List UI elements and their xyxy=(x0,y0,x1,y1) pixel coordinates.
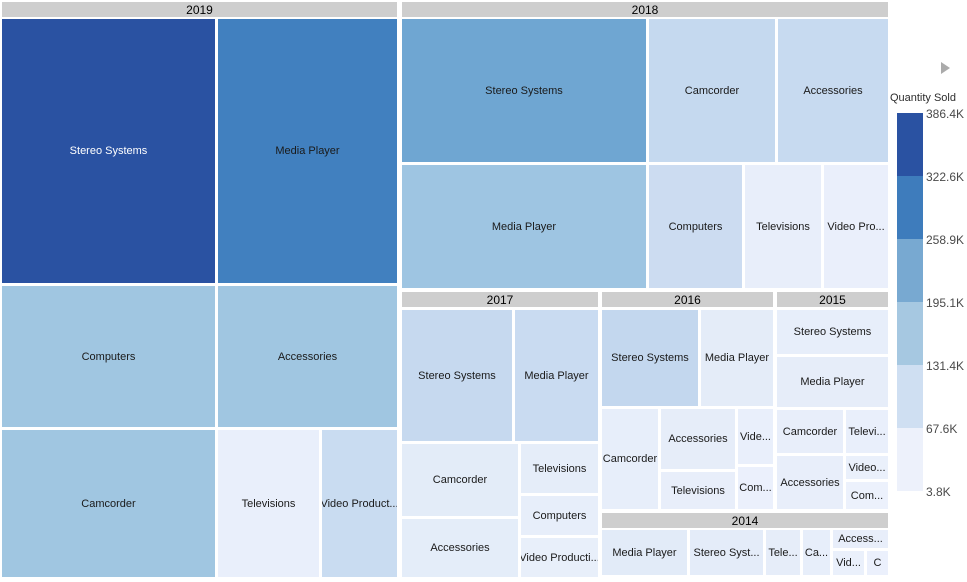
treemap-tile-2016-accessories[interactable]: Accessories xyxy=(661,409,735,469)
treemap-tile-2016-camcorder[interactable]: Camcorder xyxy=(602,409,658,509)
treemap-tile-2018-stereo-systems[interactable]: Stereo Systems xyxy=(402,19,646,162)
legend-band-0 xyxy=(897,113,923,176)
treemap-tile-2019-televisions[interactable]: Televisions xyxy=(218,430,319,577)
legend-tick-67-6k: 67.6K xyxy=(926,422,958,436)
legend-tick-258-9k: 258.9K xyxy=(926,233,965,247)
treemap-tile-2019-media-player[interactable]: Media Player xyxy=(218,19,397,283)
group-header-2014[interactable]: 2014 xyxy=(602,513,888,528)
legend-tick-3-8k: 3.8K xyxy=(926,485,951,499)
group-header-2018[interactable]: 2018 xyxy=(402,2,888,17)
treemap-tile-2018-televisions[interactable]: Televisions xyxy=(745,165,821,288)
treemap-tile-2016-vide[interactable]: Vide... xyxy=(738,409,773,464)
treemap-chart: 2019 Stereo Systems Media Player Computers A… xyxy=(2,2,888,577)
treemap-tile-2014-ca[interactable]: Ca... xyxy=(803,530,830,575)
group-header-2016[interactable]: 2016 xyxy=(602,292,773,307)
legend-band-4 xyxy=(897,365,923,428)
treemap-tile-2014-vid[interactable]: Vid... xyxy=(833,551,864,575)
treemap-tile-2014-tele[interactable]: Tele... xyxy=(766,530,800,575)
treemap-tile-2015-media-player[interactable]: Media Player xyxy=(777,357,888,407)
treemap-tile-2015-com[interactable]: Com... xyxy=(846,482,888,509)
legend-band-3 xyxy=(897,302,923,365)
treemap-tile-2015-camcorder[interactable]: Camcorder xyxy=(777,410,843,453)
legend-color-bar xyxy=(897,113,923,491)
treemap-tile-2017-camcorder[interactable]: Camcorder xyxy=(402,444,518,516)
legend-expander-arrow-icon[interactable] xyxy=(941,62,950,74)
treemap-tile-2017-computers[interactable]: Computers xyxy=(521,496,598,535)
treemap-tile-2014-c[interactable]: C xyxy=(867,551,888,575)
treemap-tile-2018-media-player[interactable]: Media Player xyxy=(402,165,646,288)
treemap-tile-2018-accessories[interactable]: Accessories xyxy=(778,19,888,162)
treemap-tile-2014-media-player[interactable]: Media Player xyxy=(602,530,687,575)
treemap-tile-2014-stereo-syst[interactable]: Stereo Syst... xyxy=(690,530,763,575)
treemap-tile-2016-stereo-systems[interactable]: Stereo Systems xyxy=(602,310,698,406)
legend-tick-195-1k: 195.1K xyxy=(926,296,965,310)
group-header-2019[interactable]: 2019 xyxy=(2,2,397,17)
legend-band-1 xyxy=(897,176,923,239)
group-header-2015[interactable]: 2015 xyxy=(777,292,888,307)
treemap-tile-2015-televi[interactable]: Televi... xyxy=(846,410,888,453)
legend-band-2 xyxy=(897,239,923,302)
treemap-tile-2016-media-player[interactable]: Media Player xyxy=(701,310,773,406)
treemap-tile-2017-video-producti[interactable]: Video Producti... xyxy=(521,538,598,577)
treemap-tile-2019-accessories[interactable]: Accessories xyxy=(218,286,397,427)
treemap-tile-2017-media-player[interactable]: Media Player xyxy=(515,310,598,441)
treemap-tile-2016-televisions[interactable]: Televisions xyxy=(661,472,735,509)
treemap-tile-2015-stereo-systems[interactable]: Stereo Systems xyxy=(777,310,888,354)
legend-tick-322-6k: 322.6K xyxy=(926,170,965,184)
treemap-tile-2019-camcorder[interactable]: Camcorder xyxy=(2,430,215,577)
treemap-tile-2015-video[interactable]: Video... xyxy=(846,456,888,479)
treemap-tile-2018-video-pro[interactable]: Video Pro... xyxy=(824,165,888,288)
treemap-tile-2019-stereo-systems[interactable]: Stereo Systems xyxy=(2,19,215,283)
treemap-tile-2019-computers[interactable]: Computers xyxy=(2,286,215,427)
legend-tick-386-4k: 386.4K xyxy=(926,107,965,121)
legend-tick-131-4k: 131.4K xyxy=(926,359,965,373)
treemap-tile-2019-video-product[interactable]: Video Product... xyxy=(322,430,397,577)
treemap-tile-2017-televisions[interactable]: Televisions xyxy=(521,444,598,493)
treemap-tile-2017-accessories[interactable]: Accessories xyxy=(402,519,518,577)
legend-title: Quantity Sold xyxy=(889,92,956,104)
treemap-tile-2016-com[interactable]: Com... xyxy=(738,467,773,509)
quantity-sold-legend: Quantity Sold 386.4K 322.6K 258.9K 195.1K 13… xyxy=(890,0,967,582)
treemap-tile-2017-stereo-systems[interactable]: Stereo Systems xyxy=(402,310,512,441)
legend-band-5 xyxy=(897,428,923,491)
treemap-tile-2018-camcorder[interactable]: Camcorder xyxy=(649,19,775,162)
treemap-tile-2015-accessories[interactable]: Accessories xyxy=(777,456,843,509)
group-header-2017[interactable]: 2017 xyxy=(402,292,598,307)
treemap-tile-2014-access[interactable]: Access... xyxy=(833,530,888,548)
treemap-tile-2018-computers[interactable]: Computers xyxy=(649,165,742,288)
